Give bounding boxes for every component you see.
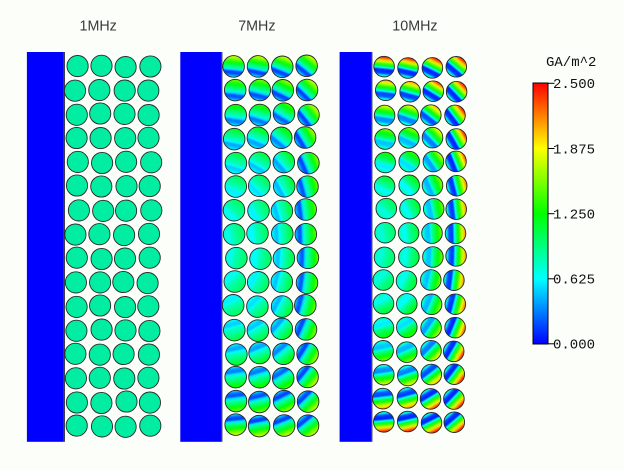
svg-text:7MHz: 7MHz xyxy=(238,18,275,34)
svg-text:0.000: 0.000 xyxy=(553,338,595,354)
svg-text:10MHz: 10MHz xyxy=(392,18,437,34)
svg-text:1.250: 1.250 xyxy=(553,208,595,224)
svg-text:2.500: 2.500 xyxy=(553,77,595,93)
svg-text:1.875: 1.875 xyxy=(553,142,595,158)
svg-text:1MHz: 1MHz xyxy=(80,18,117,34)
svg-text:GA/m^2: GA/m^2 xyxy=(546,55,596,71)
svg-text:0.625: 0.625 xyxy=(553,273,595,289)
